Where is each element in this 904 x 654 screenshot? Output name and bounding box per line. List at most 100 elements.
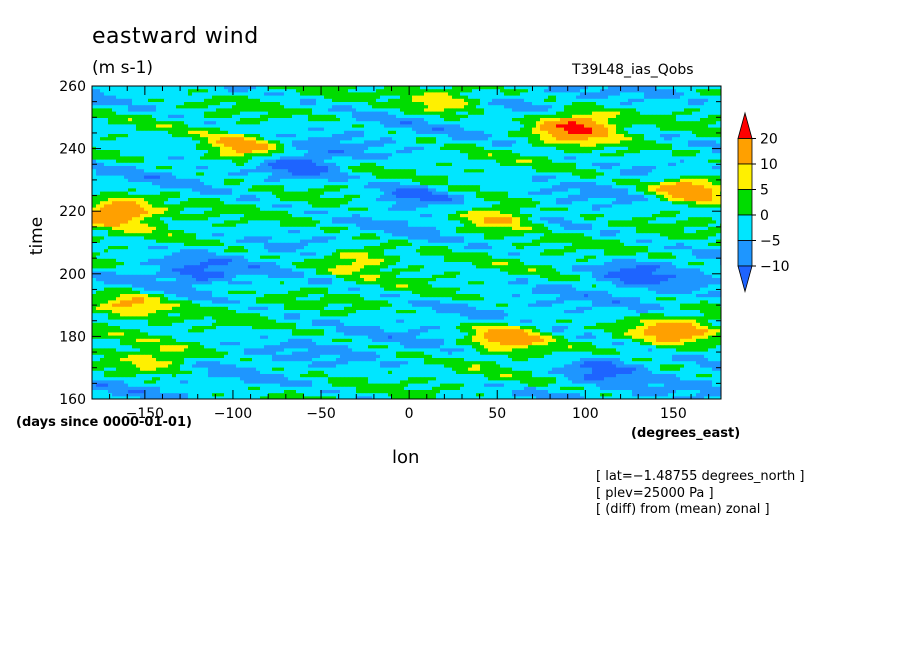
- heatmap-cell: [176, 137, 181, 141]
- heatmap-cell: [320, 102, 325, 106]
- heatmap-cell: [260, 156, 265, 160]
- heatmap-cell: [212, 172, 217, 176]
- heatmap-cell: [324, 146, 329, 151]
- heatmap-cell: [504, 166, 509, 170]
- heatmap-cell: [348, 108, 353, 112]
- heatmap-cell: [320, 146, 325, 151]
- heatmap-cell: [164, 102, 169, 106]
- heatmap-cell: [396, 146, 401, 151]
- heatmap-cell: [288, 98, 293, 103]
- heatmap-cell: [240, 108, 245, 112]
- heatmap-cell: [420, 146, 425, 151]
- heatmap-cell: [456, 102, 461, 106]
- heatmap-cell: [136, 137, 141, 141]
- heatmap-cell: [624, 146, 629, 151]
- heatmap-cell: [284, 127, 289, 132]
- heatmap-cell: [396, 124, 401, 128]
- heatmap-cell: [600, 118, 605, 122]
- heatmap-cell: [672, 98, 677, 103]
- heatmap-cell: [392, 130, 397, 135]
- heatmap-cell: [324, 118, 329, 122]
- heatmap-cell: [676, 137, 681, 141]
- heatmap-cell: [596, 111, 601, 116]
- heatmap-cell: [624, 86, 629, 90]
- heatmap-cell: [392, 95, 397, 100]
- heatmap-cell: [708, 150, 713, 154]
- heatmap-cell: [376, 105, 381, 109]
- heatmap-cell: [520, 172, 525, 176]
- heatmap-cell: [436, 121, 441, 125]
- heatmap-cell: [148, 118, 153, 122]
- heatmap-cell: [620, 102, 625, 106]
- heatmap-cell: [424, 114, 429, 119]
- heatmap-cell: [128, 92, 133, 96]
- heatmap-cell: [352, 130, 357, 135]
- heatmap-cell: [452, 169, 457, 173]
- heatmap-cell: [548, 130, 553, 135]
- heatmap-cell: [428, 105, 433, 109]
- heatmap-cell: [136, 114, 141, 119]
- heatmap-cell: [536, 169, 541, 173]
- heatmap-cell: [588, 127, 593, 132]
- heatmap-cell: [496, 108, 501, 112]
- heatmap-cell: [260, 86, 265, 90]
- heatmap-cell: [272, 102, 277, 106]
- heatmap-cell: [424, 86, 429, 90]
- heatmap-cell: [552, 182, 557, 186]
- heatmap-cell: [440, 98, 445, 103]
- heatmap-cell: [492, 146, 497, 151]
- heatmap-cell: [280, 146, 285, 151]
- heatmap-cell: [460, 150, 465, 154]
- heatmap-cell: [284, 182, 289, 186]
- heatmap-cell: [420, 118, 425, 122]
- heatmap-cell: [416, 175, 421, 180]
- heatmap-cell: [420, 156, 425, 160]
- heatmap-cell: [284, 175, 289, 180]
- heatmap-cell: [560, 89, 565, 93]
- heatmap-cell: [284, 153, 289, 157]
- heatmap-cell: [552, 108, 557, 112]
- heatmap-cell: [492, 182, 497, 186]
- heatmap-cell: [472, 182, 477, 186]
- heatmap-cell: [188, 166, 193, 170]
- heatmap-cell: [436, 134, 441, 138]
- heatmap-cell: [672, 105, 677, 109]
- heatmap-cell: [364, 143, 369, 148]
- heatmap-cell: [252, 98, 257, 103]
- heatmap-cell: [536, 140, 541, 144]
- heatmap-cell: [280, 159, 285, 164]
- heatmap-cell: [652, 134, 657, 138]
- heatmap-cell: [672, 95, 677, 100]
- heatmap-cell: [364, 102, 369, 106]
- heatmap-cell: [304, 182, 309, 186]
- heatmap-cell: [416, 140, 421, 144]
- heatmap-cell: [164, 166, 169, 170]
- heatmap-cell: [352, 124, 357, 128]
- heatmap-cell: [280, 169, 285, 173]
- heatmap-cell: [344, 140, 349, 144]
- heatmap-cell: [412, 118, 417, 122]
- heatmap-cell: [548, 162, 553, 167]
- heatmap-cell: [364, 105, 369, 109]
- heatmap-cell: [268, 172, 273, 176]
- heatmap-cell: [536, 162, 541, 167]
- heatmap-cell: [188, 169, 193, 173]
- heatmap-cell: [676, 159, 681, 164]
- heatmap-cell: [508, 92, 513, 96]
- heatmap-cell: [684, 143, 689, 148]
- heatmap-cell: [552, 159, 557, 164]
- heatmap-cell: [656, 162, 661, 167]
- heatmap-cell: [244, 114, 249, 119]
- heatmap-cell: [540, 108, 545, 112]
- heatmap-cell: [204, 108, 209, 112]
- heatmap-cell: [596, 102, 601, 106]
- heatmap-cell: [344, 178, 349, 183]
- heatmap-cell: [456, 140, 461, 144]
- heatmap-cell: [464, 159, 469, 164]
- heatmap-cell: [356, 124, 361, 128]
- heatmap-cell: [712, 143, 717, 148]
- heatmap-cell: [520, 98, 525, 103]
- heatmap-cell: [560, 98, 565, 103]
- heatmap-cell: [680, 153, 685, 157]
- heatmap-cell: [372, 156, 377, 160]
